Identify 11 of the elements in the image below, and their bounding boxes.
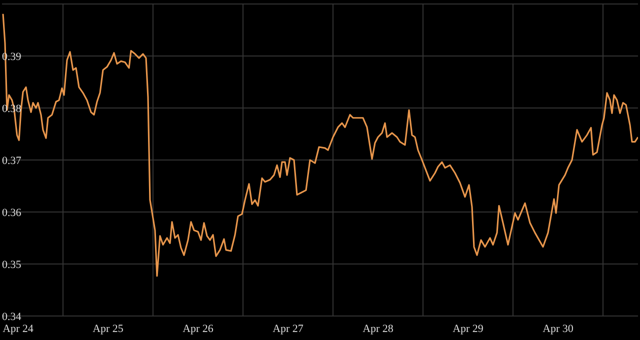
x-tick-label: Apr 29 [452, 322, 484, 335]
y-tick-label: 0.37 [2, 154, 22, 167]
y-tick-label: 0.34 [2, 310, 22, 323]
x-tick-label: Apr 27 [272, 322, 304, 335]
x-tick-label: Apr 30 [542, 322, 574, 335]
y-tick-label: 0.35 [2, 258, 22, 271]
y-tick-label: 0.36 [2, 206, 22, 219]
x-tick-label: Apr 28 [362, 322, 394, 335]
x-tick-label: Apr 26 [182, 322, 214, 335]
x-tick-label: Apr 24 [2, 322, 34, 335]
x-tick-label: Apr 25 [92, 322, 124, 335]
